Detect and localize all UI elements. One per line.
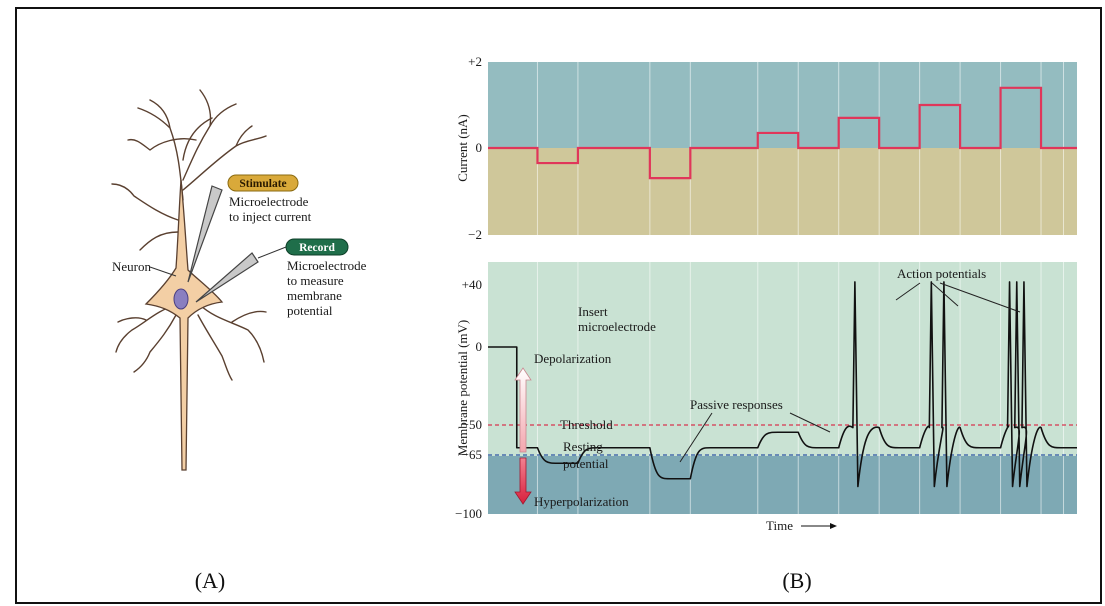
- neuron-dendrites: [111, 89, 267, 381]
- stimulate-badge-text: Stimulate: [239, 178, 286, 190]
- membrane-potential-trace: [488, 281, 1077, 488]
- current-tick-0: 0: [476, 140, 483, 155]
- voltage-tick-minus100: −100: [455, 506, 482, 521]
- passive-leader-2: [789, 412, 831, 433]
- current-bg-positive: [488, 62, 1077, 148]
- voltage-y-axis-label: Membrane potential (mV): [455, 320, 470, 456]
- hyperpolarization-label: Hyperpolarization: [534, 494, 629, 509]
- record-badge-text: Record: [299, 242, 335, 254]
- current-step-trace: [488, 86, 1077, 180]
- resting-label-line-1: Resting: [563, 439, 603, 454]
- voltage-plot: Depolarization Hyperpolarization Thresho…: [455, 262, 1077, 533]
- threshold-label: Threshold: [560, 417, 613, 432]
- passive-leader-1: [679, 412, 713, 463]
- record-callout: Record Microelectrode to measure membran…: [285, 238, 367, 318]
- action-leader-1: [895, 282, 921, 301]
- time-axis-label: Time: [766, 518, 793, 533]
- neuron-nucleus: [173, 288, 189, 310]
- record-desc-line-4: potential: [287, 303, 333, 318]
- stimulate-electrode: [187, 185, 223, 283]
- record-desc-line-2: to measure: [287, 273, 344, 288]
- record-leader-line: [257, 246, 287, 259]
- neuron-leader-line: [149, 266, 177, 277]
- stimulate-badge: [227, 174, 299, 192]
- action-leader-3: [939, 282, 1021, 313]
- stimulate-desc-line-1: Microelectrode: [229, 194, 309, 209]
- action-leader-2: [931, 282, 959, 307]
- voltage-bg-lower: [488, 456, 1077, 514]
- passive-responses-label: Passive responses: [690, 397, 783, 412]
- stimulate-desc-line-2: to inject current: [229, 209, 312, 224]
- record-electrode: [195, 252, 259, 303]
- voltage-tick-minus65: −65: [462, 447, 482, 462]
- voltage-tick-minus50: −50: [462, 417, 482, 432]
- voltage-bg-upper: [488, 262, 1077, 456]
- depolarization-arrow: [514, 367, 532, 453]
- current-plot: +2 0 −2 Current (nA): [455, 54, 1077, 242]
- current-tick-plus2: +2: [468, 54, 482, 69]
- voltage-tick-plus40: +40: [462, 277, 482, 292]
- neuron-label: Neuron: [112, 259, 151, 274]
- insert-label-line-1: Insert: [578, 304, 608, 319]
- current-y-axis-label: Current (nA): [455, 114, 470, 182]
- voltage-gridlines: [536, 262, 1065, 514]
- current-tick-minus2: −2: [468, 227, 482, 242]
- resting-label-line-2: potential: [563, 456, 609, 471]
- record-badge: [285, 238, 349, 256]
- panel-b-label: (B): [782, 568, 811, 593]
- hyperpolarization-arrow: [514, 457, 532, 505]
- panel-a-label: (A): [195, 568, 226, 593]
- insert-label-line-2: microelectrode: [578, 319, 656, 334]
- panel-a-neuron-diagram: [111, 89, 287, 471]
- action-potentials-label: Action potentials: [897, 266, 986, 281]
- depolarization-label: Depolarization: [534, 351, 612, 366]
- record-desc-line-3: membrane: [287, 288, 342, 303]
- current-bg-negative: [488, 148, 1077, 235]
- stimulate-callout: Stimulate Microelectrode to inject curre…: [227, 174, 312, 224]
- time-arrow-head: [830, 523, 837, 529]
- record-desc-line-1: Microelectrode: [287, 258, 367, 273]
- voltage-tick-0: 0: [476, 339, 483, 354]
- neuron-soma: [144, 179, 224, 471]
